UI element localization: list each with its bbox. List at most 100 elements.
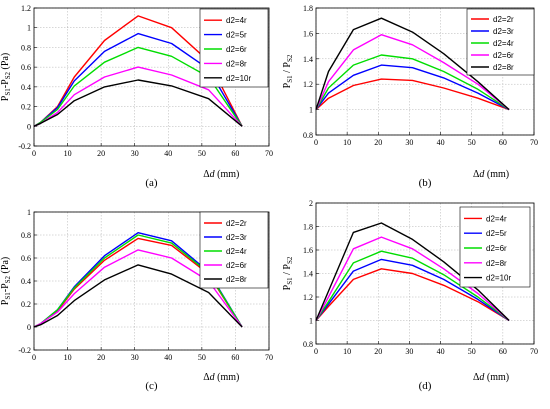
chart-panel-4: 0 10 20 30 40 50 60 700.811.21.41.61.82d2=4rd2=… bbox=[282, 199, 538, 392]
y-tick-label: 1.4 bbox=[303, 55, 313, 64]
series-line-d2=8r bbox=[315, 236, 510, 322]
x-axis-label: Δd (mm) bbox=[473, 372, 509, 383]
y-tick-label: 0.6 bbox=[21, 63, 31, 72]
y-tick-label: 0.2 bbox=[21, 103, 31, 112]
y-tick-label: 1 bbox=[309, 317, 313, 326]
series-line-d2=8r bbox=[33, 264, 243, 328]
y-tick-label: 1 bbox=[27, 208, 31, 217]
x-tick-label: 30 bbox=[405, 138, 413, 147]
y-tick-label: 1.6 bbox=[303, 246, 313, 255]
x-tick-label: 30 bbox=[405, 347, 413, 356]
series-line-d2=5r bbox=[315, 258, 510, 322]
series-line-d2=6r bbox=[33, 249, 243, 328]
x-tick-label: 20 bbox=[374, 138, 382, 147]
x-tick-label: 0 bbox=[314, 138, 318, 147]
y-tick-label: 1 bbox=[309, 106, 313, 115]
legend-label: d2=5r bbox=[226, 31, 247, 40]
legend-box bbox=[199, 211, 269, 289]
x-tick-label: 20 bbox=[97, 353, 105, 362]
legend: d2=4r d2=5r d2=6r d2=8r d2=10r bbox=[199, 8, 269, 88]
x-tick-label: 70 bbox=[265, 353, 273, 362]
axes-frame bbox=[33, 211, 270, 351]
x-tick-label: 60 bbox=[231, 149, 239, 158]
y-tick-label: 0.6 bbox=[21, 254, 31, 263]
x-tick-label: 60 bbox=[499, 347, 507, 356]
x-tick-label: 60 bbox=[499, 138, 507, 147]
legend-box bbox=[459, 206, 531, 288]
y-tick-label: 1.8 bbox=[303, 223, 313, 232]
y-tick-label: 1.2 bbox=[303, 80, 313, 89]
series-line-d2=2r bbox=[315, 78, 510, 111]
y-tick-label: 1.2 bbox=[21, 4, 31, 13]
panel-label: (d) bbox=[419, 380, 432, 392]
y-tick-label: -0.2 bbox=[18, 346, 31, 355]
chart-panel-1: 0 10 20 30 40 50 60 70-0.200.20.40.60.811.2d2=4… bbox=[0, 4, 273, 189]
x-tick-label: 20 bbox=[97, 149, 105, 158]
series-line-d2=10r bbox=[33, 79, 243, 127]
y-tick-label: 0 bbox=[27, 122, 31, 131]
legend-label: d2=6r bbox=[226, 45, 247, 54]
y-axis-label: PS1-PS2 (Pa) bbox=[0, 53, 12, 101]
y-tick-label: -0.2 bbox=[18, 142, 31, 151]
chart-panel-2: 0 10 20 30 40 50 60 70 0.8 1 1.2 1.4 1.6 1.8 d2=2r d2=3… bbox=[282, 4, 538, 189]
y-tick-label: 0.8 bbox=[303, 340, 313, 349]
y-tick-label: 0.8 bbox=[21, 231, 31, 240]
series-line-d2=6r bbox=[315, 250, 510, 322]
x-tick-label: 0 bbox=[314, 347, 318, 356]
y-tick-label: 0.2 bbox=[21, 300, 31, 309]
x-tick-label: 40 bbox=[164, 149, 172, 158]
legend-label: d2=4r bbox=[486, 214, 507, 223]
y-tick-label: 0.4 bbox=[21, 277, 31, 286]
legend-label: d2=4r bbox=[226, 16, 247, 25]
y-tick-label: 0.8 bbox=[303, 131, 313, 140]
legend-label: d2=8r bbox=[226, 59, 247, 68]
series-line-d2=3r bbox=[315, 64, 510, 111]
legend-box bbox=[199, 8, 269, 88]
legend-label: d2=4r bbox=[226, 247, 247, 256]
y-axis-label: PS1 / PS2 bbox=[282, 54, 294, 88]
x-axis-label: Δd (mm) bbox=[203, 372, 239, 383]
legend-label: d2=3r bbox=[226, 233, 247, 242]
x-tick-label: 40 bbox=[164, 353, 172, 362]
x-tick-label: 50 bbox=[198, 353, 206, 362]
y-tick-label: 2 bbox=[309, 199, 313, 208]
legend-label: d2=3r bbox=[493, 27, 514, 36]
x-axis-label: Δd (mm) bbox=[473, 169, 509, 180]
legend: d2=4r d2=5r d2=6r d2=8r d2=10r bbox=[459, 206, 531, 288]
y-axis-label: PS1 / PS2 bbox=[282, 256, 294, 290]
x-tick-label: 0 bbox=[32, 149, 36, 158]
x-tick-label: 10 bbox=[343, 347, 351, 356]
x-tick-label: 10 bbox=[64, 149, 72, 158]
y-tick-label: 0.8 bbox=[21, 43, 31, 52]
series-line-d2=4r bbox=[315, 54, 510, 111]
x-tick-label: 50 bbox=[198, 149, 206, 158]
x-tick-label: 50 bbox=[468, 347, 476, 356]
y-tick-label: 1 bbox=[27, 24, 31, 33]
panel-label: (a) bbox=[145, 177, 158, 189]
x-tick-label: 0 bbox=[32, 353, 36, 362]
x-tick-label: 20 bbox=[374, 347, 382, 356]
x-tick-label: 70 bbox=[530, 138, 538, 147]
x-tick-label: 30 bbox=[131, 353, 139, 362]
y-tick-label: 0 bbox=[27, 323, 31, 332]
legend-label: d2=6r bbox=[226, 261, 247, 270]
axes-frame bbox=[33, 7, 270, 147]
y-tick-label: 1.4 bbox=[303, 270, 313, 279]
legend-label: d2=4r bbox=[493, 39, 514, 48]
series-line-d2=6r bbox=[315, 34, 510, 111]
chart-panel-3: 0 10 20 30 40 50 60 70-0.200.20.40.60.81d2=2rd2… bbox=[0, 208, 273, 392]
legend-label: d2=8r bbox=[493, 63, 514, 72]
x-tick-label: 30 bbox=[131, 149, 139, 158]
y-tick-label: 1.6 bbox=[303, 29, 313, 38]
legend-label: d2=2r bbox=[493, 15, 514, 24]
legend-label: d2=6r bbox=[486, 244, 507, 253]
series-line-d2=8r bbox=[315, 17, 510, 111]
x-tick-label: 50 bbox=[468, 138, 476, 147]
legend-label: d2=10r bbox=[486, 274, 511, 283]
legend-label: d2=2r bbox=[226, 219, 247, 228]
y-tick-label: 0.4 bbox=[21, 83, 31, 92]
x-tick-label: 10 bbox=[343, 138, 351, 147]
x-tick-label: 40 bbox=[437, 347, 445, 356]
